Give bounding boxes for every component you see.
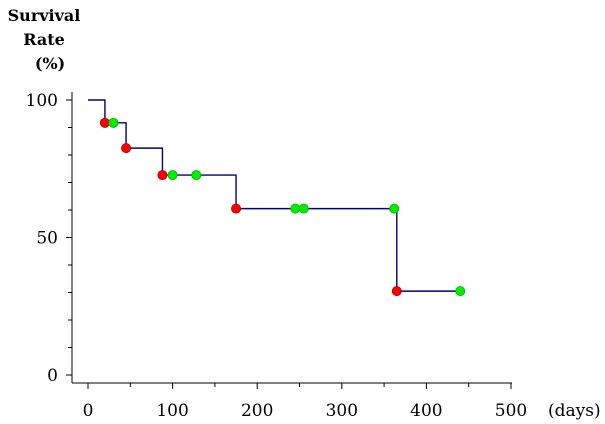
y-axis-label: Survival Rate (%) [8, 6, 81, 73]
censored-point [389, 203, 400, 214]
x-tick-label: 400 [410, 401, 442, 421]
x-ticks: 0 100 200 300 400 500 [83, 383, 527, 421]
x-axis-label: (days) [548, 401, 601, 421]
x-tick-label: 0 [83, 401, 94, 421]
event-point [391, 286, 402, 297]
y-axis-label-line: Survival [8, 6, 81, 25]
x-tick-label: 100 [156, 401, 188, 421]
censored-point [191, 170, 202, 181]
x-tick-label: 200 [241, 401, 273, 421]
censored-point [455, 286, 466, 297]
y-tick-label: 100 [26, 91, 58, 111]
censored-point [167, 170, 178, 181]
y-tick-label: 0 [47, 366, 58, 386]
censored-point [298, 203, 309, 214]
survival-curve [88, 99, 461, 292]
x-tick-label: 300 [326, 401, 358, 421]
axes [71, 92, 512, 384]
y-ticks: 0 50 100 [26, 91, 72, 386]
y-axis-label-line: Rate [23, 30, 65, 49]
x-tick-label: 500 [495, 401, 527, 421]
event-point [99, 117, 110, 128]
event-point [157, 170, 168, 181]
y-axis-label-line: (%) [35, 54, 65, 73]
survival-step-line [88, 99, 461, 292]
censored-point [290, 203, 301, 214]
event-point [121, 143, 132, 154]
event-point [231, 203, 242, 214]
censored-point [108, 117, 119, 128]
data-points [99, 117, 466, 297]
y-tick-label: 50 [36, 229, 58, 249]
